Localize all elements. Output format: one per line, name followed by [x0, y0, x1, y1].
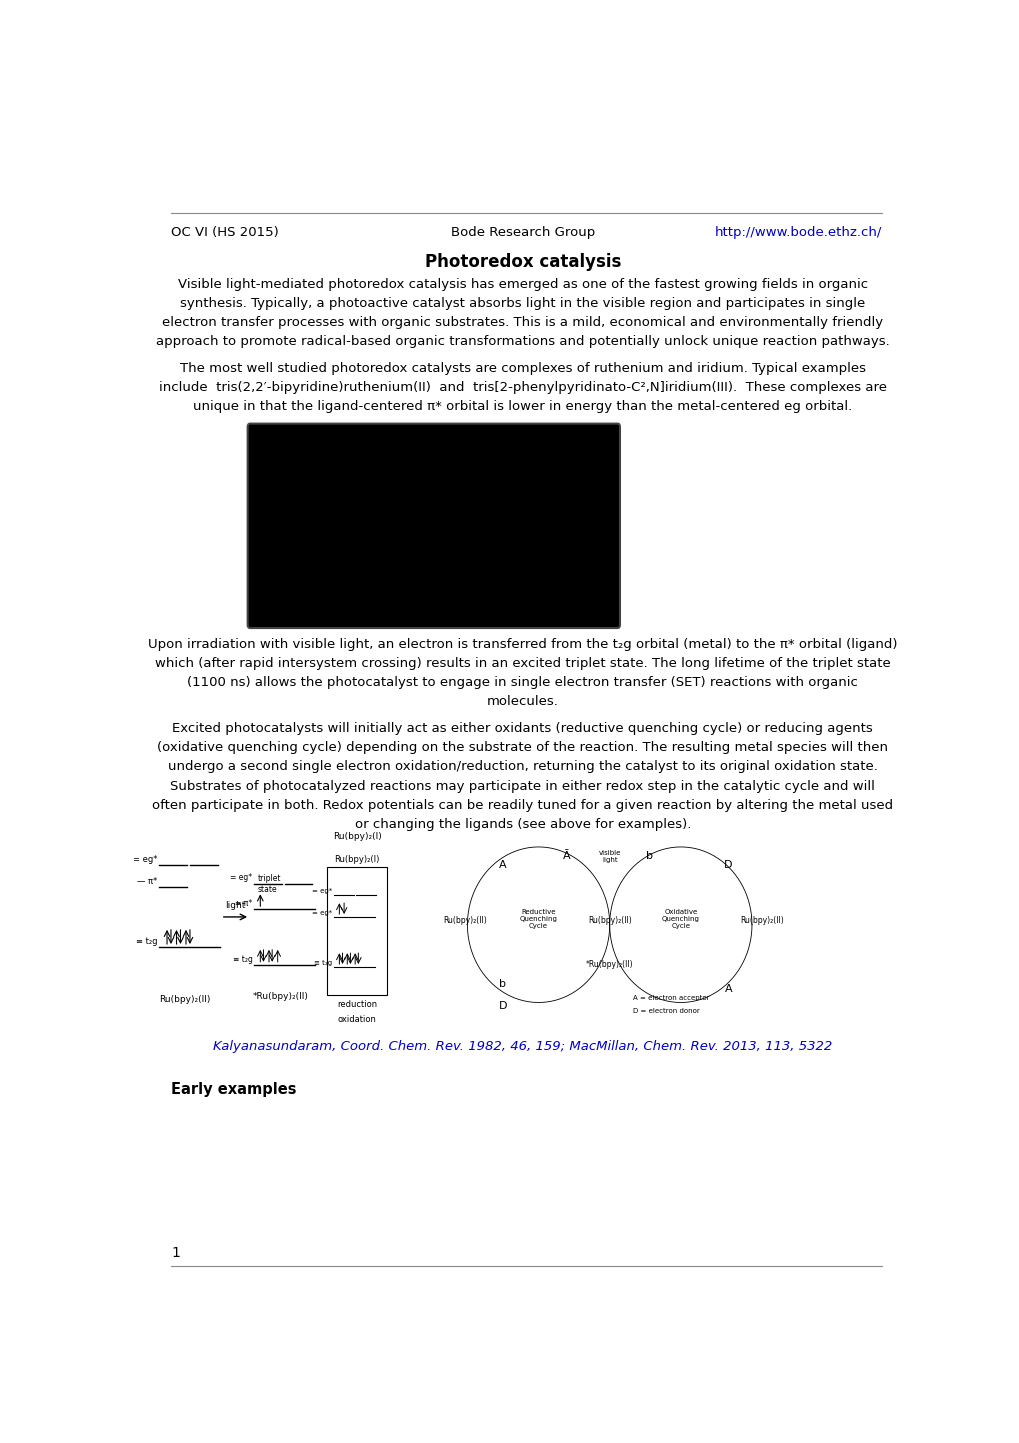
Text: D = electron donor: D = electron donor: [633, 1009, 699, 1014]
Text: Ru(bpy)₂(II): Ru(bpy)₂(II): [740, 916, 784, 925]
Text: Ru(bpy)₂(II): Ru(bpy)₂(II): [159, 994, 210, 1004]
Text: Ru(bpy)₂(II): Ru(bpy)₂(II): [587, 916, 631, 925]
Text: Photoredox catalysis: Photoredox catalysis: [424, 253, 621, 271]
Text: ≡ t₂g: ≡ t₂g: [232, 955, 252, 964]
Text: undergo a second single electron oxidation/reduction, returning the catalyst to : undergo a second single electron oxidati…: [168, 760, 876, 773]
Text: often participate in both. Redox potentials can be readily tuned for a given rea: often participate in both. Redox potenti…: [152, 799, 893, 812]
Text: The most well studied photoredox catalysts are complexes of ruthenium and iridiu: The most well studied photoredox catalys…: [179, 362, 865, 375]
Text: Reductive
Quenching
Cycle: Reductive Quenching Cycle: [519, 909, 557, 929]
Text: *Ru(bpy)₂(II): *Ru(bpy)₂(II): [585, 960, 633, 970]
Text: A: A: [498, 860, 506, 870]
Text: D: D: [723, 860, 732, 870]
Text: ≡ t₂g: ≡ t₂g: [136, 937, 157, 945]
Text: synthesis. Typically, a photoactive catalyst absorbs light in the visible region: synthesis. Typically, a photoactive cata…: [180, 297, 864, 310]
Text: reduction: reduction: [336, 1000, 377, 1009]
Text: ≡ π*: ≡ π*: [235, 899, 252, 908]
Text: Early examples: Early examples: [171, 1082, 297, 1098]
Text: electron transfer processes with organic substrates. This is a mild, economical : electron transfer processes with organic…: [162, 316, 882, 329]
Text: include  tris(2,2′-bipyridine)ruthenium(II)  and  tris[2-phenylpyridinato-C²,N]i: include tris(2,2′-bipyridine)ruthenium(I…: [159, 381, 886, 394]
Text: Oxidative
Quenching
Cycle: Oxidative Quenching Cycle: [661, 909, 699, 929]
Text: or changing the ligands (see above for examples).: or changing the ligands (see above for e…: [355, 818, 690, 831]
Text: *Ru(bpy)₂(II): *Ru(bpy)₂(II): [252, 993, 308, 1001]
Text: which (after rapid intersystem crossing) results in an excited triplet state. Th: which (after rapid intersystem crossing)…: [155, 657, 890, 670]
Text: b: b: [645, 851, 652, 861]
Text: D: D: [498, 1001, 506, 1012]
Text: Kalyanasundaram, Coord. Chem. Rev. 1982, 46, 159; MacMillan, Chem. Rev. 2013, 11: Kalyanasundaram, Coord. Chem. Rev. 1982,…: [213, 1040, 832, 1053]
Text: = eg*: = eg*: [230, 873, 252, 883]
Text: Visible light-mediated photoredox catalysis has emerged as one of the fastest gr: Visible light-mediated photoredox cataly…: [177, 277, 867, 290]
Text: Substrates of photocatalyzed reactions may participate in either redox step in t: Substrates of photocatalyzed reactions m…: [170, 779, 874, 792]
Text: light: light: [224, 902, 245, 911]
Text: A = electron acceptor: A = electron acceptor: [633, 994, 709, 1000]
Text: A: A: [723, 984, 732, 994]
Text: molecules.: molecules.: [486, 696, 558, 709]
Text: Ā: Ā: [561, 851, 570, 861]
Text: Ru(bpy)₂(I): Ru(bpy)₂(I): [334, 854, 379, 863]
Text: = eg*: = eg*: [312, 911, 332, 916]
Text: Ru(bpy)₂(I): Ru(bpy)₂(I): [332, 833, 381, 841]
Text: (1100 ns) allows the photocatalyst to engage in single electron transfer (SET) r: (1100 ns) allows the photocatalyst to en…: [187, 677, 857, 690]
Text: = eg*: = eg*: [312, 887, 332, 893]
Text: approach to promote radical-based organic transformations and potentially unlock: approach to promote radical-based organi…: [156, 335, 889, 348]
Text: Ru(bpy)₂(II): Ru(bpy)₂(II): [443, 916, 487, 925]
Text: triplet
state: triplet state: [258, 873, 281, 893]
Bar: [327, 867, 386, 994]
Text: visible
light: visible light: [598, 850, 621, 863]
Text: — π*: — π*: [138, 877, 157, 886]
Text: Excited photocatalysts will initially act as either oxidants (reductive quenchin: Excited photocatalysts will initially ac…: [172, 723, 872, 736]
Text: oxidation: oxidation: [337, 1014, 376, 1023]
FancyBboxPatch shape: [248, 424, 620, 628]
Text: (oxidative quenching cycle) depending on the substrate of the reaction. The resu: (oxidative quenching cycle) depending on…: [157, 742, 888, 755]
Text: = eg*: = eg*: [132, 854, 157, 863]
Text: OC VI (HS 2015): OC VI (HS 2015): [171, 227, 278, 240]
Text: Upon irradiation with visible light, an electron is transferred from the t₂g orb: Upon irradiation with visible light, an …: [148, 638, 897, 651]
Text: b: b: [499, 978, 506, 988]
Text: unique in that the ligand-centered π* orbital is lower in energy than the metal-: unique in that the ligand-centered π* or…: [193, 400, 852, 413]
Text: 1: 1: [171, 1245, 179, 1260]
Text: Bode Research Group: Bode Research Group: [450, 227, 594, 240]
Text: ≡ t₂g: ≡ t₂g: [314, 960, 332, 965]
Text: http://www.bode.ethz.ch/: http://www.bode.ethz.ch/: [714, 227, 881, 240]
